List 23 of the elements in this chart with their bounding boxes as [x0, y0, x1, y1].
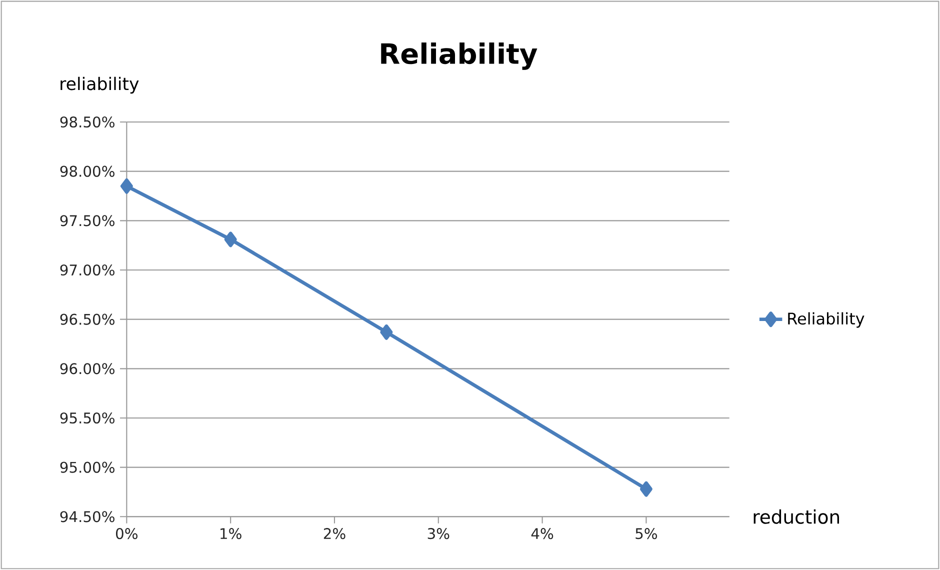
point	[380, 324, 393, 340]
y-tick-label: 98.00%	[60, 166, 114, 177]
point	[640, 481, 652, 497]
y-tick-label: 94.50%	[60, 511, 114, 522]
x-tick-label: 2%	[324, 528, 346, 540]
x-tick-label: 4%	[531, 528, 554, 540]
point	[224, 232, 237, 248]
x-tick-label: 3%	[428, 528, 450, 540]
y-tick-label: 96.00%	[60, 363, 114, 374]
x-tick-label: 5%	[636, 528, 658, 540]
y-tick-label: 95.00%	[60, 462, 114, 473]
y-axis-title: reliability	[60, 76, 139, 94]
x-axis-title: reduction	[754, 509, 840, 524]
y-tick-label: 98.50%	[60, 116, 114, 128]
legend-label: Reliability	[788, 312, 864, 328]
y-tick-label: 96.50%	[60, 314, 114, 325]
y-tick-label: 97.50%	[60, 215, 114, 226]
x-tick-label: 1%	[220, 528, 242, 540]
y-tick-label: 95.50%	[60, 412, 114, 424]
x-tick-label: 0%	[116, 528, 138, 540]
point	[120, 178, 133, 194]
chart-title: Reliability	[381, 42, 538, 70]
y-tick-label: 97.00%	[60, 264, 114, 276]
